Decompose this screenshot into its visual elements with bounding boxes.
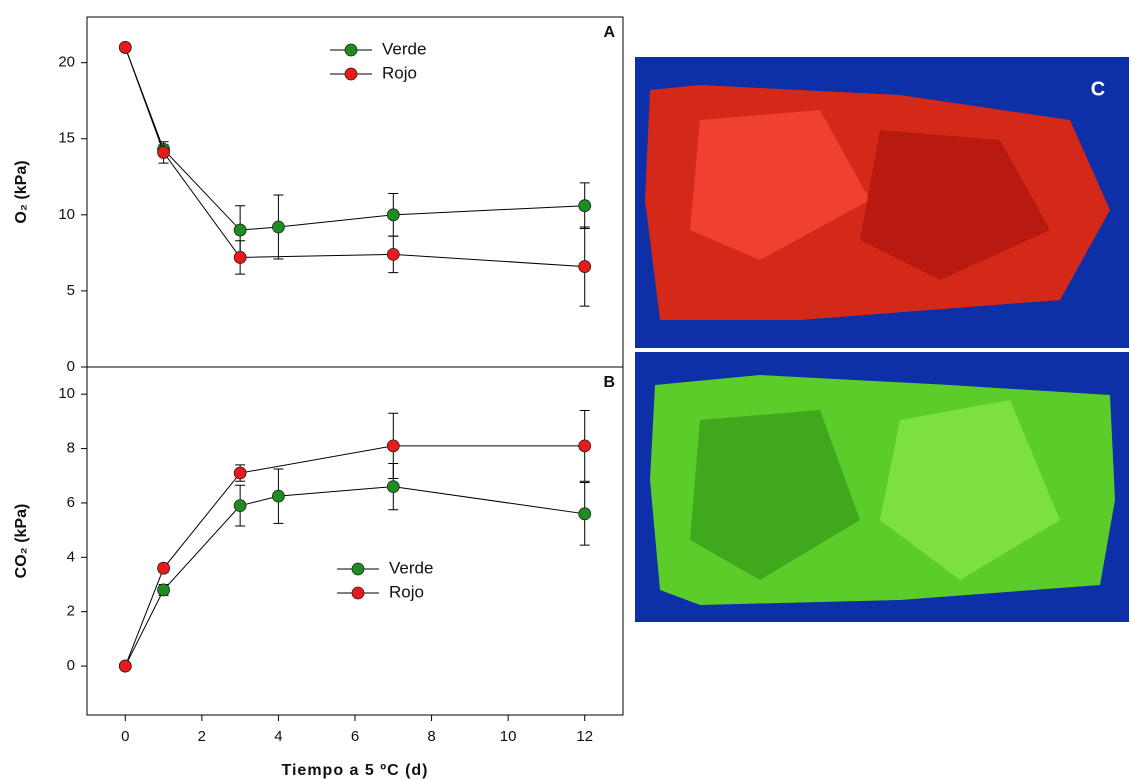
x-tick-label: 10	[500, 728, 517, 745]
data-point	[233, 223, 247, 237]
data-point	[386, 439, 400, 453]
series-line	[124, 47, 585, 268]
y-tick-label: 10	[58, 206, 75, 223]
plot-frame	[86, 366, 624, 716]
red-peppers	[690, 110, 870, 260]
legend-label: Verde	[389, 558, 433, 577]
data-point	[233, 466, 247, 480]
green-peppers	[880, 400, 1060, 580]
red-peppers	[860, 130, 1050, 280]
data-point	[157, 583, 170, 597]
data-point	[157, 146, 170, 159]
legend-label: Rojo	[382, 63, 417, 82]
panel-label: B	[603, 374, 615, 391]
y-tick-label: 8	[67, 440, 75, 457]
x-tick-label: 8	[427, 728, 435, 745]
legend-marker	[344, 43, 358, 57]
data-point	[386, 247, 400, 261]
data-point	[386, 208, 400, 222]
data-point	[272, 220, 285, 234]
y-axis-label: O₂ (kPa)	[13, 160, 30, 223]
legend-label: Verde	[382, 39, 426, 58]
y-tick-label: 20	[58, 54, 75, 71]
data-point	[578, 260, 592, 273]
data-point	[233, 499, 247, 513]
data-point	[272, 489, 285, 503]
y-tick-label: 4	[67, 548, 75, 565]
y-tick-label: 10	[58, 385, 75, 402]
y-tick-label: 0	[67, 358, 75, 375]
x-tick-label: 6	[351, 728, 359, 745]
y-tick-label: 15	[58, 130, 75, 147]
series-line	[124, 486, 585, 667]
data-point	[578, 507, 592, 521]
photo-panel: C	[635, 57, 1129, 622]
data-point	[157, 561, 170, 575]
data-point	[118, 41, 132, 54]
y-tick-label: 6	[67, 494, 75, 511]
data-point	[386, 480, 400, 494]
green-peppers	[690, 410, 860, 580]
data-point	[233, 251, 247, 264]
panel-label: A	[603, 24, 615, 41]
y-tick-label: 2	[67, 603, 75, 620]
data-point	[118, 659, 132, 673]
y-axis-label: CO₂ (kPa)	[13, 504, 30, 579]
legend-marker	[351, 562, 365, 576]
data-point	[578, 199, 592, 213]
series-line	[124, 47, 585, 231]
panel-label: C	[1091, 78, 1105, 100]
legend-label: Rojo	[389, 582, 424, 601]
legend-marker	[351, 586, 365, 600]
x-tick-label: 2	[198, 728, 206, 745]
x-axis-label: Tiempo a 5 ºC (d)	[281, 762, 428, 779]
y-tick-label: 5	[67, 282, 75, 299]
x-tick-label: 12	[576, 728, 593, 745]
y-tick-label: 0	[67, 657, 75, 674]
data-point	[578, 439, 592, 453]
legend-marker	[344, 67, 358, 81]
x-tick-label: 4	[274, 728, 282, 745]
x-tick-label: 0	[121, 728, 129, 745]
